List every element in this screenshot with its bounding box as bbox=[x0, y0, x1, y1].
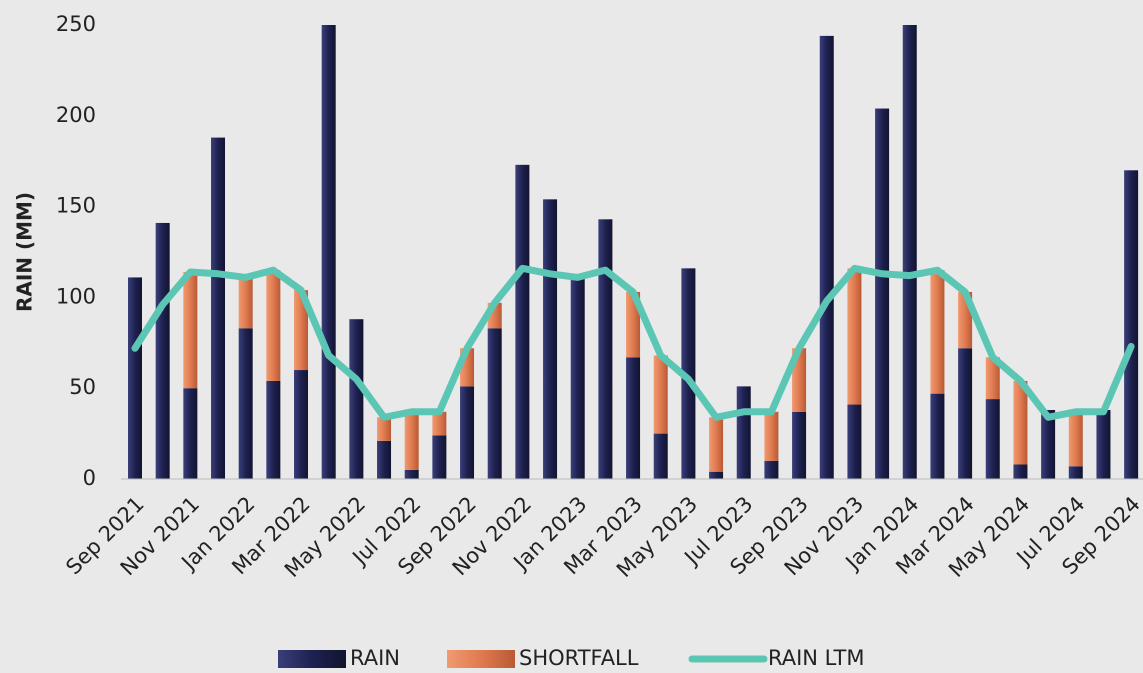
bar bbox=[183, 271, 198, 389]
bar bbox=[1013, 464, 1028, 479]
bar bbox=[1013, 380, 1028, 465]
y-tick-label: 200 bbox=[56, 103, 96, 127]
bar bbox=[1096, 409, 1111, 479]
y-axis-label: RAIN (MM) bbox=[13, 192, 37, 312]
bar bbox=[681, 268, 696, 479]
legend-label: RAIN LTM bbox=[768, 646, 864, 670]
bar bbox=[238, 328, 253, 479]
legend-swatch bbox=[447, 650, 515, 668]
bar bbox=[653, 355, 668, 434]
bar bbox=[238, 277, 253, 329]
y-tick-label: 250 bbox=[56, 12, 96, 36]
bar bbox=[930, 393, 945, 479]
bar bbox=[709, 417, 724, 472]
bar bbox=[349, 319, 364, 479]
bar bbox=[321, 25, 336, 479]
bar bbox=[266, 270, 281, 381]
bar bbox=[1041, 409, 1056, 479]
bar bbox=[211, 137, 226, 480]
bar bbox=[294, 370, 309, 479]
bar bbox=[930, 270, 945, 394]
bar bbox=[985, 357, 1000, 400]
y-tick-label: 50 bbox=[69, 375, 96, 399]
bar bbox=[902, 25, 917, 479]
legend-swatch bbox=[278, 650, 346, 668]
bar bbox=[432, 411, 447, 436]
bar bbox=[958, 348, 973, 479]
bar bbox=[155, 222, 170, 479]
bar bbox=[653, 433, 668, 479]
bar bbox=[432, 435, 447, 479]
bar bbox=[819, 35, 834, 480]
bar bbox=[709, 471, 724, 479]
bar bbox=[460, 386, 475, 479]
bar bbox=[404, 411, 419, 470]
legend-label: SHORTFALL bbox=[519, 646, 639, 670]
bar bbox=[183, 388, 198, 479]
line bbox=[131, 264, 1135, 421]
bar bbox=[266, 380, 281, 479]
bar bbox=[598, 219, 613, 479]
bar bbox=[847, 268, 862, 405]
bar bbox=[377, 440, 392, 479]
y-tick-label: 100 bbox=[56, 284, 96, 308]
bar bbox=[1068, 411, 1083, 467]
bar bbox=[736, 386, 751, 479]
bar bbox=[764, 460, 779, 479]
bar bbox=[985, 399, 1000, 479]
bar bbox=[1068, 466, 1083, 479]
bar bbox=[515, 164, 530, 479]
y-tick-label: 150 bbox=[56, 194, 96, 218]
bar bbox=[543, 199, 558, 479]
bar bbox=[792, 411, 807, 479]
bar bbox=[404, 469, 419, 479]
bar bbox=[1124, 170, 1139, 479]
legend-label: RAIN bbox=[350, 646, 400, 670]
bar bbox=[294, 290, 309, 371]
bar bbox=[128, 277, 142, 479]
bar bbox=[847, 404, 862, 479]
bar bbox=[487, 328, 502, 479]
bar bbox=[626, 357, 641, 479]
y-tick-label: 0 bbox=[83, 466, 96, 490]
bar bbox=[875, 108, 890, 479]
bar bbox=[377, 417, 392, 441]
bar bbox=[764, 411, 779, 461]
bar bbox=[570, 275, 585, 479]
